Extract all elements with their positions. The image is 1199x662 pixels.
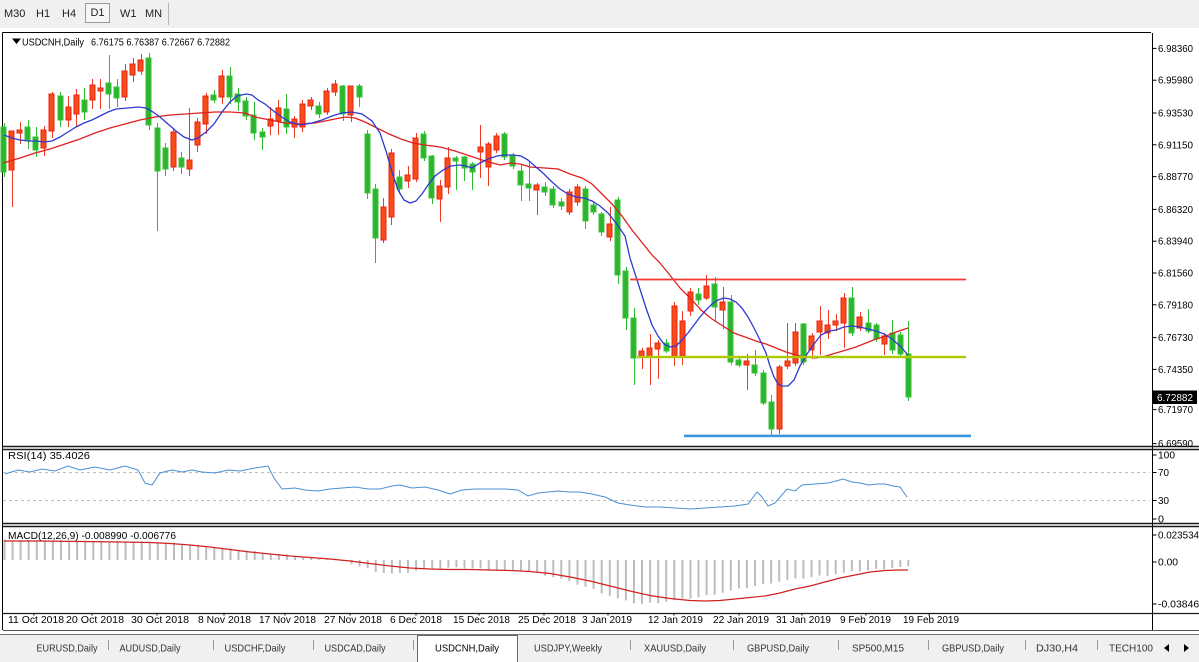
svg-text:25 Dec 2018: 25 Dec 2018 [518,614,576,626]
svg-text:20 Oct 2018: 20 Oct 2018 [66,614,124,626]
svg-text:6.93530: 6.93530 [1158,108,1193,120]
svg-text:AUDUSD,Daily: AUDUSD,Daily [120,643,182,655]
svg-text:6.98360: 6.98360 [1158,43,1193,55]
svg-text:6.83940: 6.83940 [1158,236,1193,248]
svg-text:3 Jan 2019: 3 Jan 2019 [582,614,632,626]
svg-text:15 Dec 2018: 15 Dec 2018 [453,614,510,626]
svg-text:6.74350: 6.74350 [1158,364,1193,376]
svg-text:11 Oct 2018: 11 Oct 2018 [8,614,64,626]
svg-text:USDCNH,Daily: USDCNH,Daily [435,643,500,655]
svg-text:17 Nov 2018: 17 Nov 2018 [259,614,316,626]
svg-text:8 Nov 2018: 8 Nov 2018 [198,614,251,626]
svg-text:100: 100 [1158,450,1175,462]
svg-text:USDCAD,Daily: USDCAD,Daily [325,643,387,655]
svg-text:EURUSD,Daily: EURUSD,Daily [37,643,99,655]
svg-text:XAUUSD,Daily: XAUUSD,Daily [644,643,707,655]
svg-text:MACD(12,26,9) -0.008990 -0.006: MACD(12,26,9) -0.008990 -0.006776 [8,530,176,542]
svg-text:6.72882: 6.72882 [1157,392,1193,404]
svg-text:6.95980: 6.95980 [1158,75,1193,87]
svg-text:6.76730: 6.76730 [1158,332,1193,344]
svg-text:19 Feb 2019: 19 Feb 2019 [903,614,959,626]
svg-text:31 Jan 2019: 31 Jan 2019 [776,614,831,626]
svg-text:DJ30,H4: DJ30,H4 [1036,643,1078,655]
svg-text:USDCNH,Daily: USDCNH,Daily [22,37,85,49]
svg-text:TECH100: TECH100 [1109,643,1153,655]
svg-text:6.86320: 6.86320 [1158,204,1193,216]
svg-text:0.00: 0.00 [1158,557,1178,569]
svg-text:30 Oct 2018: 30 Oct 2018 [131,614,189,626]
svg-text:6.88770: 6.88770 [1158,171,1193,183]
svg-text:RSI(14) 35.4026: RSI(14) 35.4026 [8,450,90,462]
svg-text:9 Feb 2019: 9 Feb 2019 [840,614,891,626]
svg-text:0: 0 [1158,514,1164,526]
svg-text:70: 70 [1158,467,1169,479]
svg-text:6.71970: 6.71970 [1158,404,1193,416]
svg-text:GBPUSD,Daily: GBPUSD,Daily [942,643,1005,655]
svg-text:6 Dec 2018: 6 Dec 2018 [390,614,442,626]
svg-text:27 Nov 2018: 27 Nov 2018 [324,614,382,626]
svg-text:12 Jan 2019: 12 Jan 2019 [648,614,703,626]
svg-text:SP500,M15: SP500,M15 [852,643,904,655]
svg-text:6.79180: 6.79180 [1158,299,1193,311]
svg-text:30: 30 [1158,495,1169,507]
svg-text:USDJPY,Weekly: USDJPY,Weekly [534,643,603,655]
svg-text:6.91150: 6.91150 [1158,139,1193,151]
svg-text:6.69590: 6.69590 [1158,438,1193,450]
svg-text:6.81560: 6.81560 [1158,268,1193,280]
svg-text:0.023534: 0.023534 [1158,530,1199,542]
svg-text:6.76175 6.76387 6.72667 6.7288: 6.76175 6.76387 6.72667 6.72882 [91,37,230,49]
svg-text:GBPUSD,Daily: GBPUSD,Daily [747,643,810,655]
svg-text:USDCHF,Daily: USDCHF,Daily [225,643,287,655]
svg-text:22 Jan 2019: 22 Jan 2019 [713,614,769,626]
